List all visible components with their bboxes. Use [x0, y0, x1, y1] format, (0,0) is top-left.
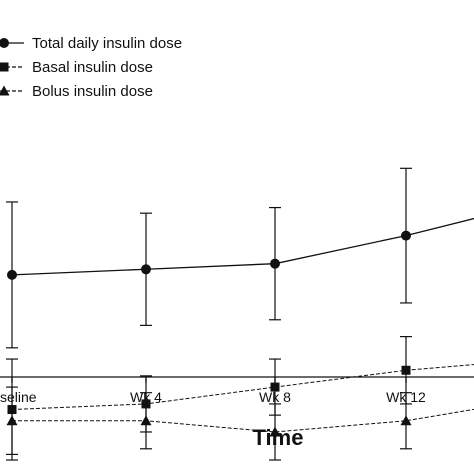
- x-tick-label: Wk 4: [130, 389, 162, 405]
- data-point: [401, 365, 411, 375]
- data-point: [270, 258, 280, 269]
- legend-marker: [0, 62, 9, 72]
- legend: Total daily insulin dose Basal insulin do…: [0, 35, 182, 100]
- legend-item: Basal insulin dose: [0, 59, 153, 76]
- data-point: [270, 382, 280, 392]
- x-axis-title: Time: [253, 425, 304, 450]
- x-tick-label: Wk 8: [259, 389, 291, 405]
- legend-label: Total daily insulin dose: [32, 35, 182, 52]
- data-point: [141, 264, 151, 275]
- series-line: [12, 408, 474, 433]
- legend-marker: [0, 85, 10, 96]
- data-point: [269, 426, 281, 437]
- data-point: [400, 415, 412, 426]
- data-point: [401, 230, 411, 241]
- data-point: [6, 415, 18, 426]
- data-point: [140, 415, 152, 426]
- legend-label: Bolus insulin dose: [32, 83, 153, 100]
- x-axis: seline Wk 4 Wk 8 Wk 12: [0, 376, 474, 405]
- x-tick-label: seline: [0, 389, 37, 405]
- legend-label: Basal insulin dose: [32, 59, 153, 76]
- series-3: [6, 386, 474, 461]
- series-layer: [6, 167, 474, 461]
- series-1: [6, 167, 474, 349]
- legend-item: Total daily insulin dose: [0, 35, 182, 52]
- legend-item: Bolus insulin dose: [0, 83, 153, 100]
- x-tick-label: Wk 12: [386, 389, 426, 405]
- legend-marker: [0, 38, 9, 48]
- data-point: [7, 269, 17, 280]
